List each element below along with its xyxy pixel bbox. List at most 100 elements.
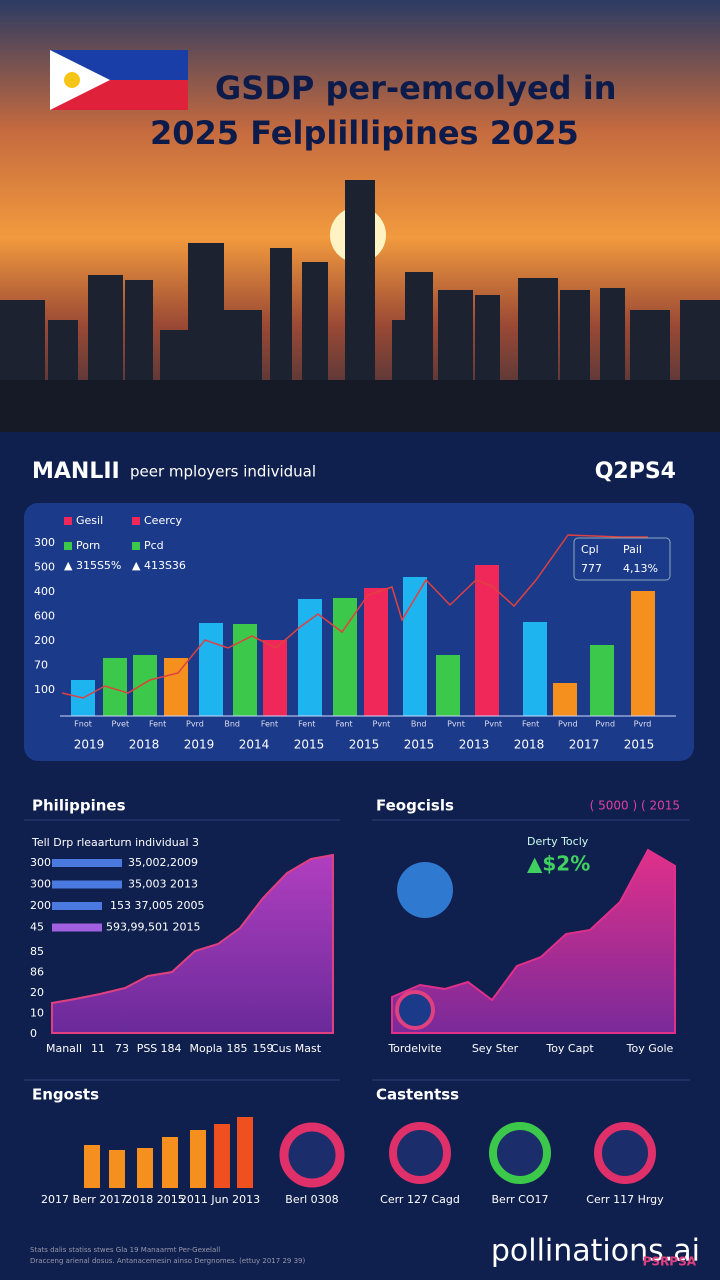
main-chart: Gesil Ceercy Porn Pcd ▲ 315S5% ▲ 413S36 300 500…: [34, 514, 676, 752]
inset-label: 777: [581, 562, 602, 575]
x-label: Toy Capt: [545, 1042, 594, 1055]
badge: ( 5000 ) ( 2015: [590, 799, 680, 813]
badge: Q2PS4: [595, 459, 676, 484]
y-label: 600: [34, 610, 55, 623]
row-label: 200: [30, 899, 51, 912]
bar: [523, 622, 547, 716]
bar-label: Fnot: [74, 720, 92, 729]
x-label: Tordelvite: [387, 1042, 442, 1055]
panel-subheading: Tell Drp rleaarturn individual 3: [31, 836, 199, 849]
bar: [364, 588, 388, 716]
title-line-1: GSDP per-emcolyed in: [215, 69, 616, 107]
icon: [395, 990, 435, 1030]
year-label: 2019: [74, 738, 105, 752]
x-label: Cus Mast: [271, 1042, 322, 1055]
bar-label: Pvnd: [595, 720, 615, 729]
bar-label: Bnd: [411, 720, 427, 729]
fine-print: Stats dalis statiss stwes Gla 19 Manaarm…: [30, 1246, 220, 1254]
bar: [475, 565, 499, 716]
y-label: 300: [34, 536, 55, 549]
panel-heading: Engosts: [32, 1086, 99, 1104]
row-text: 35,003 2013: [128, 878, 198, 891]
bar-label: Berr 2017: [73, 1193, 128, 1206]
bar-label: Fent: [522, 720, 539, 729]
bar-label: Pvnt: [447, 720, 465, 729]
year-label: 2018: [129, 738, 160, 752]
bar: [403, 577, 427, 716]
x-label: 73: [115, 1042, 129, 1055]
y-label: 70: [34, 659, 48, 672]
bar: [553, 683, 577, 716]
flag: [50, 50, 188, 110]
inset-label: 4,13%: [623, 562, 658, 575]
ring-label: Berr CO17: [492, 1193, 549, 1206]
bar: [233, 624, 257, 716]
y-label: 500: [34, 561, 55, 574]
ring: [279, 1122, 345, 1188]
bar: [590, 645, 614, 716]
bar: [109, 1150, 125, 1188]
title-line-2: 2025 Felplillipines 2025: [150, 114, 579, 152]
row-bar: [52, 923, 102, 932]
bar-label: Bnd: [224, 720, 240, 729]
ring-label: Cerr 117 Hrgy: [586, 1193, 664, 1206]
x-label: 185: [227, 1042, 248, 1055]
y-label: 20: [30, 986, 44, 999]
x-label: 159: [253, 1042, 274, 1055]
bar-label: Pvet: [111, 720, 129, 729]
bar-label: Fent: [298, 720, 315, 729]
bar-label: Fent: [261, 720, 278, 729]
bar: [631, 591, 655, 716]
y-label: 85: [30, 945, 44, 958]
y-label: 86: [30, 966, 44, 979]
bar-label: Pvrd: [634, 720, 652, 729]
bar: [298, 599, 322, 716]
section-subheading: peer mployers individual: [130, 463, 316, 481]
bar: [133, 655, 157, 716]
row-text: 35,002,2009: [128, 856, 198, 869]
section-heading: MANLII: [32, 459, 120, 484]
row-bar: [52, 880, 122, 889]
y-label: 10: [30, 1007, 44, 1020]
ring-label: Cerr 127 Cagd: [380, 1193, 460, 1206]
bar: [137, 1148, 153, 1188]
inset-label: Pail: [623, 543, 642, 556]
year-label: 2017: [569, 738, 600, 752]
year-label: 2015: [349, 738, 380, 752]
bar: [199, 623, 223, 716]
bar-label: 2011 Jun 2013: [180, 1193, 260, 1206]
row-label: 300: [30, 878, 51, 891]
bar-label: Pvnt: [373, 720, 391, 729]
row-bar: [52, 902, 102, 910]
skyline: [0, 180, 720, 432]
note: Derty Tocly: [527, 835, 589, 848]
x-label: 11: [91, 1042, 105, 1055]
globe-icon: [397, 862, 453, 918]
bar-label: 2018 2015: [125, 1193, 185, 1206]
legend-swatch: [64, 542, 72, 550]
bar-label: Pvnt: [484, 720, 502, 729]
y-label: 400: [34, 585, 55, 598]
bar: [164, 658, 188, 716]
y-label: 0: [30, 1027, 37, 1040]
legend-swatch: [132, 517, 140, 525]
bar: [214, 1124, 230, 1188]
ring: [489, 1122, 551, 1184]
bar-label: Pvnd: [558, 720, 578, 729]
x-label: 184: [161, 1042, 182, 1055]
legend-swatch: [64, 517, 72, 525]
year-label: 2015: [624, 738, 655, 752]
legend-label: Ceercy: [144, 514, 183, 527]
legend-label: ▲ 315S5%: [64, 559, 121, 572]
year-label: 2018: [514, 738, 545, 752]
year-label: 2015: [294, 738, 325, 752]
bar-label: Fant: [336, 720, 353, 729]
bar-label: Pvrd: [186, 720, 204, 729]
trend-line: [61, 534, 648, 699]
legend-label: Gesil: [76, 514, 103, 527]
row-text: 593,99,501 2015: [106, 921, 200, 934]
area: [391, 848, 676, 1034]
x-label: PSS: [137, 1042, 158, 1055]
